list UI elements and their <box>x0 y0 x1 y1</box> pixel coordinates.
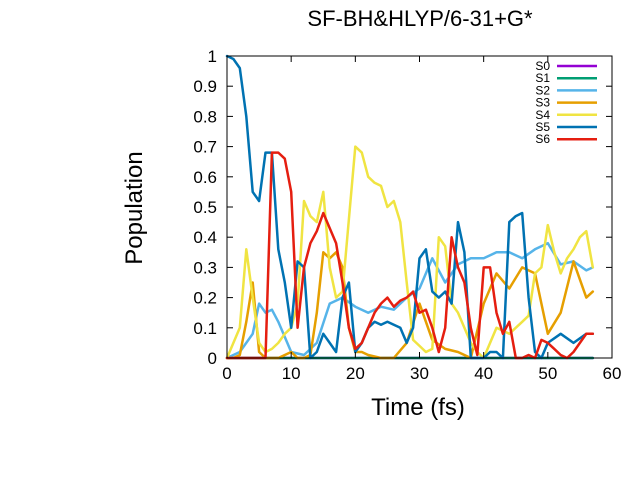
y-tick-label: 0.8 <box>193 107 217 126</box>
x-tick-label: 20 <box>346 364 365 383</box>
series-line-s5 <box>225 54 595 360</box>
x-axis-title: Time (fs) <box>371 394 465 421</box>
legend-label-s1: S1 <box>535 71 550 85</box>
y-tick-label: 0.4 <box>193 228 217 247</box>
y-axis-title: Population <box>121 151 148 264</box>
series-line-s6 <box>225 151 595 360</box>
y-tick-label: 0.1 <box>193 319 217 338</box>
legend-label-s6: S6 <box>535 132 550 146</box>
legend-label-s5: S5 <box>535 120 550 134</box>
y-tick-label: 0.9 <box>193 77 217 96</box>
chart-title: SF-BH&HLYP/6-31+G* <box>307 6 533 31</box>
legend-label-s4: S4 <box>535 108 550 122</box>
x-tick-label: 60 <box>603 364 622 383</box>
legend-label-s2: S2 <box>535 83 550 97</box>
legend-label-s0: S0 <box>535 59 550 73</box>
series-line-s2 <box>225 241 595 360</box>
legend-label-s3: S3 <box>535 96 550 110</box>
x-tick-label: 0 <box>222 364 231 383</box>
x-tick-label: 10 <box>282 364 301 383</box>
x-tick-label: 50 <box>538 364 557 383</box>
y-tick-label: 0.2 <box>193 289 217 308</box>
y-tick-label: 0.7 <box>193 138 217 157</box>
y-tick-label: 0 <box>208 349 217 368</box>
x-tick-label: 40 <box>474 364 493 383</box>
x-tick-label: 30 <box>410 364 429 383</box>
series-line-s4 <box>225 145 595 360</box>
y-tick-label: 0.5 <box>193 198 217 217</box>
y-tick-label: 1 <box>208 47 217 66</box>
y-tick-label: 0.3 <box>193 258 217 277</box>
ticks-layer: 00.10.20.30.40.50.60.70.80.910 10 20 30 40 50… <box>193 47 621 383</box>
y-tick-label: 0.6 <box>193 168 217 187</box>
